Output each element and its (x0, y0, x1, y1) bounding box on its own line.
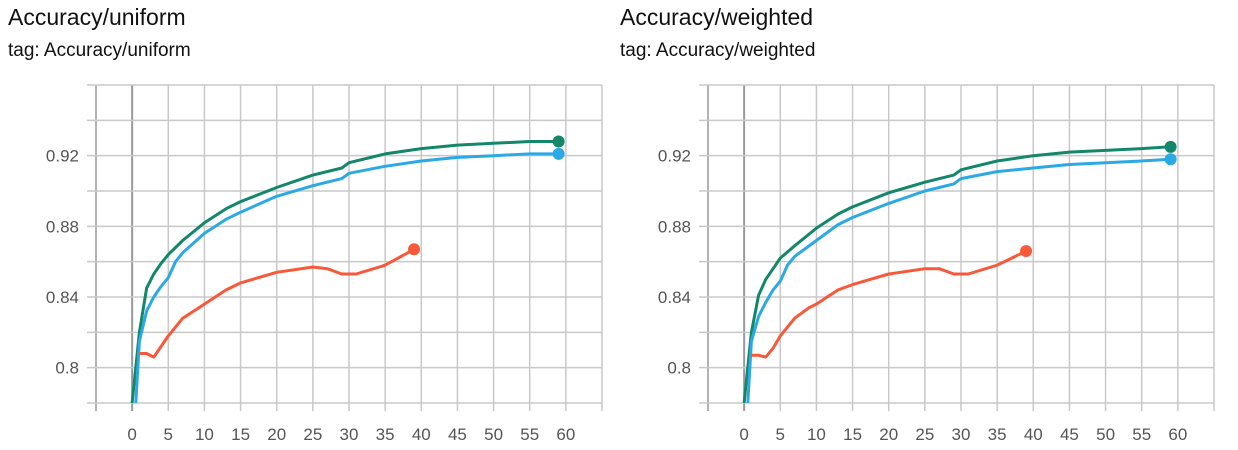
x-tick-label: 50 (484, 425, 503, 444)
x-tick-label: 40 (412, 425, 431, 444)
plot-uniform[interactable]: 0 5 10 15 20 25 30 35 40 45 50 55 60 0.8 0.84 0.88 0.92 (0, 0, 619, 450)
series-endpoint-run-orange (1020, 245, 1033, 258)
chart-tag: tag: Accuracy/uniform (8, 40, 191, 61)
x-tick-label: 20 (879, 425, 898, 444)
x-tick-label: 60 (556, 425, 575, 444)
y-tick-label: 0.84 (658, 288, 691, 307)
x-tick-label: 10 (195, 425, 214, 444)
x-tick-label: 35 (376, 425, 395, 444)
x-tick-label: 25 (915, 425, 934, 444)
series-line-run-blue (134, 152, 559, 404)
y-tick-label: 0.92 (658, 147, 691, 166)
series-endpoint-run-green (552, 135, 565, 148)
y-tick-label: 0.84 (46, 288, 79, 307)
x-tick-label: 45 (448, 425, 467, 444)
chart-title: Accuracy/weighted (620, 4, 814, 30)
series-line-run-green (130, 140, 559, 404)
chart-tag: tag: Accuracy/weighted (620, 40, 816, 61)
series-line-run-orange (751, 249, 1027, 359)
x-tick-label: 5 (164, 425, 173, 444)
x-tick-label: 10 (807, 425, 826, 444)
y-tick-label: 0.8 (55, 359, 79, 378)
x-tick-label: 35 (988, 425, 1007, 444)
x-tick-label: 60 (1168, 425, 1187, 444)
x-tick-label: 15 (843, 425, 862, 444)
x-tick-label: 5 (776, 425, 785, 444)
series-line-run-orange (139, 247, 415, 359)
x-tick-label: 40 (1024, 425, 1043, 444)
x-tick-label: 15 (231, 425, 250, 444)
series-line-run-green (742, 145, 1171, 404)
series-endpoint-run-blue (552, 147, 565, 160)
chart-panel-uniform: Accuracy/uniform tag: Accuracy/uniform 0… (0, 0, 619, 450)
x-tick-label: 20 (267, 425, 286, 444)
chart-panel-weighted: Accuracy/weighted tag: Accuracy/weighted… (612, 0, 1231, 450)
x-tick-label: 50 (1096, 425, 1115, 444)
x-tick-label: 45 (1060, 425, 1079, 444)
x-tick-label: 0 (127, 425, 136, 444)
x-tick-label: 30 (340, 425, 359, 444)
x-tick-label: 30 (952, 425, 971, 444)
y-tick-label: 0.88 (46, 217, 79, 236)
y-tick-label: 0.8 (667, 359, 691, 378)
series-line-run-blue (746, 157, 1171, 404)
x-tick-label: 55 (1132, 425, 1151, 444)
plot-weighted[interactable]: 0 5 10 15 20 25 30 35 40 45 50 55 60 0.8 0.84 0.88 0.92 (612, 0, 1231, 450)
x-tick-label: 0 (739, 425, 748, 444)
y-tick-label: 0.92 (46, 147, 79, 166)
y-tick-label: 0.88 (658, 217, 691, 236)
x-tick-label: 55 (520, 425, 539, 444)
x-tick-label: 25 (303, 425, 322, 444)
series-endpoint-run-orange (408, 243, 421, 256)
series-endpoint-run-blue (1164, 153, 1177, 166)
chart-title: Accuracy/uniform (8, 4, 186, 30)
series-endpoint-run-green (1164, 140, 1177, 153)
